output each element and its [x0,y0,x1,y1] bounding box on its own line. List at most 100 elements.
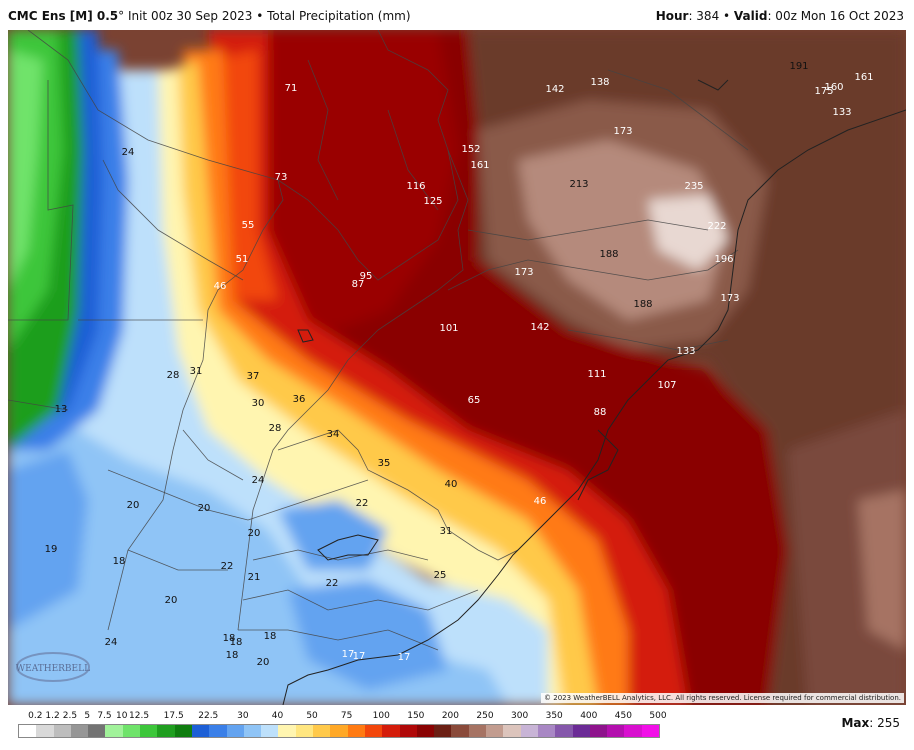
colorbar-swatch [589,725,608,737]
precip-value-label: 188 [599,249,618,260]
colorbar-label: 75 [340,711,353,721]
precip-value-label: 95 [360,271,373,282]
colorbar-label: 2.5 [62,711,78,721]
precip-value-label: 213 [569,179,588,190]
precip-value-label: 161 [470,160,489,171]
valid-value: : 00z Mon 16 Oct 2023 [767,9,904,23]
colorbar-swatch [503,725,521,737]
precip-value-label: 88 [594,407,607,418]
map-header: CMC Ens [M] 0.5° Init 00z 30 Sep 2023 • … [0,0,914,30]
precip-value-label: 133 [676,346,695,357]
precip-value-label: 235 [684,181,703,192]
precip-value-label: 191 [789,61,808,72]
colorbar-swatch [486,725,504,737]
hour-value: : 384 • [688,9,734,23]
colorbar-swatch [70,725,89,737]
precip-value-label: 152 [461,144,480,155]
precip-value-label: 160 [824,82,843,93]
precip-value-label: 24 [122,147,135,158]
precip-value-label: 46 [534,496,547,507]
precip-value-label: 55 [242,220,255,231]
precip-value-label: 37 [247,371,260,382]
precip-value-label: 28 [167,370,180,381]
precip-value-label: 20 [165,595,178,606]
colorbar-swatch [105,725,123,737]
precip-value-label: 24 [105,637,118,648]
colorbar-label: 5 [84,711,91,721]
precip-value-label: 133 [832,107,851,118]
colorbar-swatch [122,725,141,737]
precip-value-label: 20 [257,657,270,668]
precip-value-label: 188 [633,299,652,310]
colorbar-swatch [434,725,452,737]
weatherbell-logo: WEATHERBELL [14,650,92,684]
precip-value-label: 196 [714,254,733,265]
precip-value-label: 19 [45,544,58,555]
max-number: : 255 [869,716,900,730]
header-title: CMC Ens [M] 0.5° Init 00z 30 Sep 2023 • … [8,9,411,23]
precip-value-label: 101 [439,323,458,334]
precip-value-label: 175 [814,86,833,97]
precip-value-label: 18 [230,637,243,648]
precip-value-label: 13 [55,404,68,415]
precip-value-label: 173 [720,293,739,304]
precip-value-label: 111 [587,369,606,380]
precip-value-label: 222 [707,221,726,232]
colorbar-label: 500 [649,711,667,721]
colorbar-swatch [313,725,331,737]
precip-value-label: 34 [327,429,340,440]
precip-value-label: 18 [226,650,239,661]
colorbar-swatch [295,725,314,737]
colorbar-swatch [226,725,244,737]
max-value: Max: 255 [841,716,900,730]
precip-value-label: 65 [468,395,481,406]
precipitation-map[interactable]: 71 24 73 55 51 46 95 87 116 125 152 161 142 138 173 213… [8,30,906,705]
precip-value-label: 36 [293,394,306,405]
precip-value-label: 87 [352,279,365,290]
colorbar-label: 50 [306,711,318,721]
colorbar-swatch [364,725,383,737]
precip-value-label: 107 [657,380,676,391]
colorbar-label: 150 [407,711,425,721]
colorbar-swatch [607,725,625,737]
colorbar-swatch [468,725,487,737]
precip-value-label: 138 [590,77,609,88]
precip-value-label: 31 [190,366,203,377]
precip-value-label: 28 [269,423,282,434]
colorbar-swatches [18,724,660,738]
valid-label: Valid [733,9,768,23]
colorbar-swatch [157,725,175,737]
colorbar-label: 300 [511,711,529,721]
precip-value-label: 173 [613,126,632,137]
colorbar-label: 200 [441,711,460,721]
colorbar-label: 30 [237,711,249,721]
colorbar-swatch [537,725,556,737]
precip-value-label: 125 [423,196,442,207]
colorbar-swatch [572,725,590,737]
precip-value-label: 142 [545,84,564,95]
colorbar-label: 100 [372,711,390,721]
logo-graphic: WEATHERBELL [16,652,90,682]
precip-value-label: 20 [198,503,211,514]
colorbar-label: 0.2 [28,711,43,721]
precip-value-label: 17 [398,652,411,663]
max-label: Max [841,716,870,730]
precip-value-label: 161 [854,72,873,83]
colorbar-swatch [624,725,642,737]
precip-value-label: 22 [356,498,369,509]
precip-colorbar: 0.2 1.2 2.5 5 7.5 10 12.5 17.5 22.5 30 40 50 75 100 15… [18,711,667,747]
precip-value-label: 46 [214,281,227,292]
colorbar-label: 17.5 [163,711,184,721]
precip-value-label: 22 [326,578,339,589]
colorbar-label: 10 [116,711,128,721]
colorbar-label: 12.5 [129,711,150,721]
colorbar-swatch [174,725,192,737]
colorbar-swatch [243,725,262,737]
colorbar-swatch [416,725,435,737]
colorbar-swatch [53,725,71,737]
precip-value-label: 18 [223,633,236,644]
degree-mark: ° [118,9,125,23]
colorbar-swatch [140,725,158,737]
model-name: CMC Ens [M] 0.5 [8,9,119,23]
precip-value-label: 20 [248,528,261,539]
